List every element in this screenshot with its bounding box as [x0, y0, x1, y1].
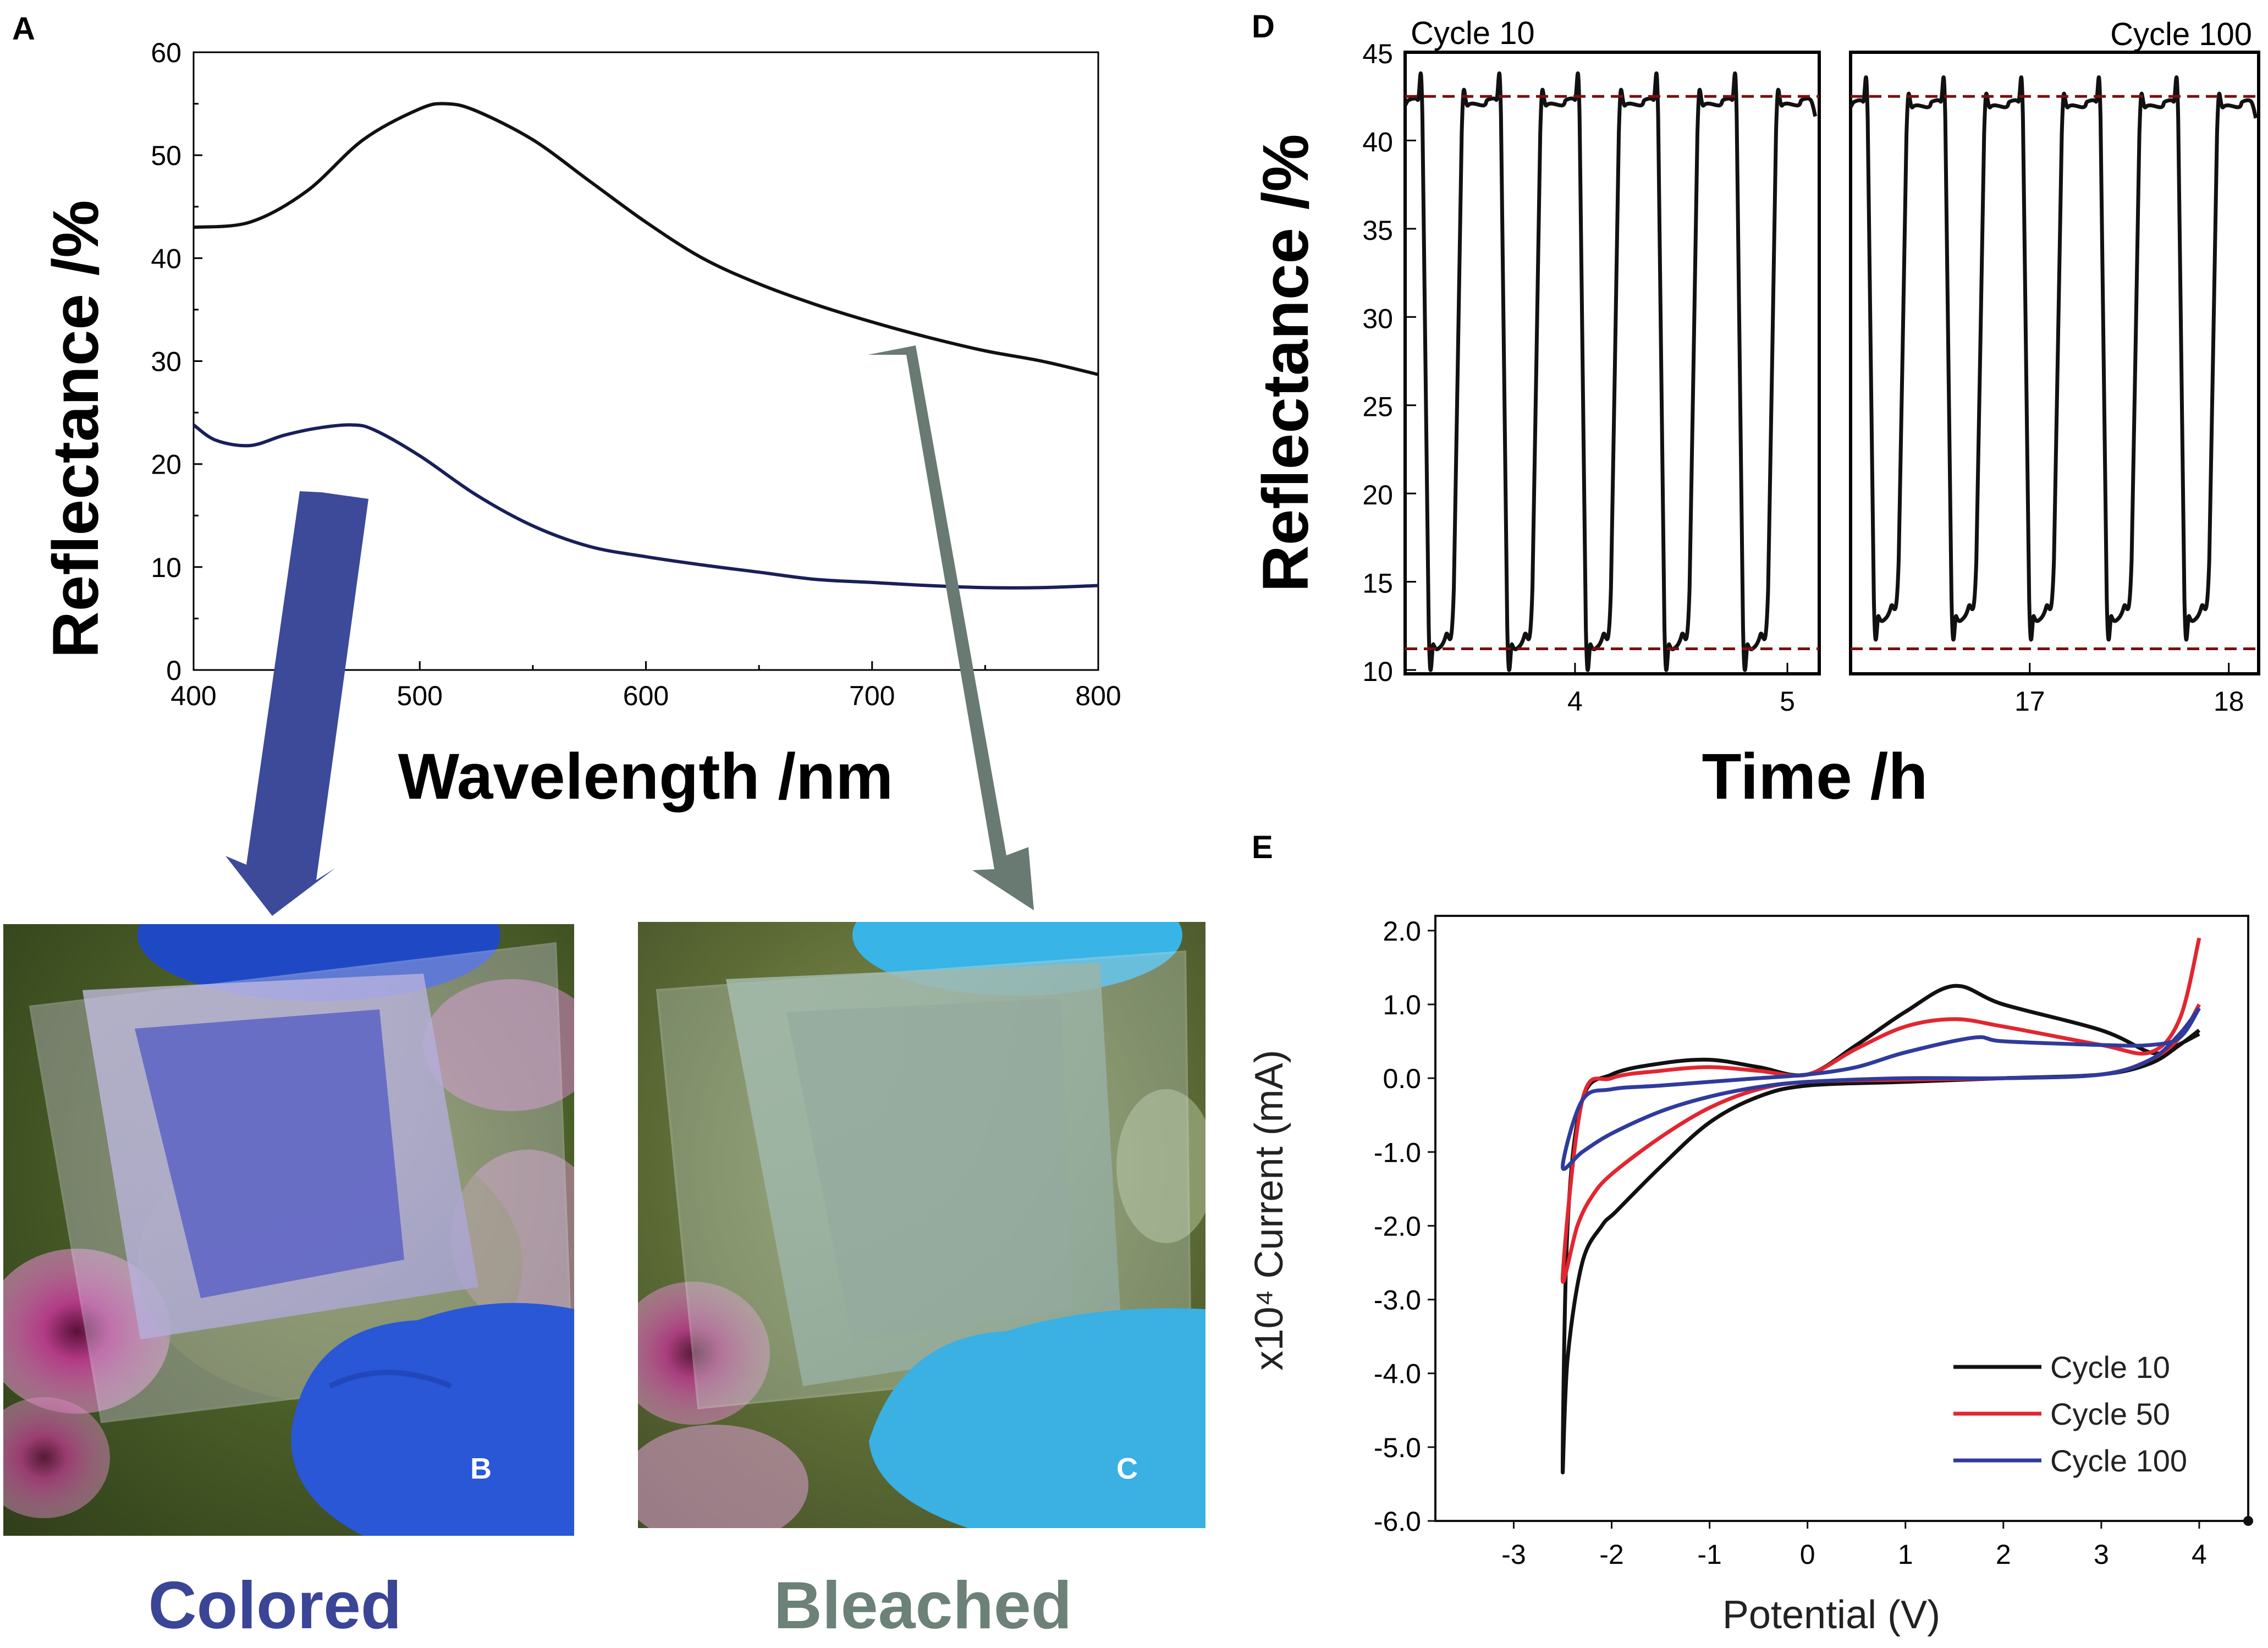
x-tick-label: 17: [2014, 686, 2045, 717]
series-bleached-line: [194, 102, 1098, 376]
y-axis-label: x10⁴ Current (mA): [1247, 1050, 1291, 1370]
y-tick-label: 0.0: [1383, 1063, 1421, 1094]
series-cycle-100-loop: [1560, 1007, 2201, 1171]
x-tick-label: 2: [1996, 1539, 2011, 1570]
series-colored-line: [194, 423, 1098, 590]
glove-bottom: [291, 1303, 574, 1536]
x-tick-label: 0: [1800, 1539, 1815, 1570]
colored-arrow: [225, 491, 368, 916]
photo-bleached-sample: C: [638, 922, 1205, 1528]
x-tick-label: 4: [1567, 686, 1583, 717]
y-tick-label: -5.0: [1374, 1432, 1421, 1463]
subplot-frame-cycle-100: [1849, 51, 2260, 675]
x-tick-label: 800: [1075, 680, 1121, 711]
reference-lines: [1405, 95, 2259, 650]
x-axis-label: Potential (V): [1722, 1593, 1940, 1637]
series-cycle-10-trace: [1403, 71, 1818, 672]
panel-label-a: A: [12, 11, 35, 47]
y-tick-label: 35: [1362, 215, 1393, 246]
y-tick-label: 25: [1362, 392, 1393, 422]
y-tick-label: -4.0: [1374, 1359, 1421, 1389]
x-tick-label: 600: [623, 680, 669, 711]
x-tick-label: 700: [849, 680, 895, 711]
y-tick-label: 2.0: [1383, 916, 1421, 947]
subplot-frame-cycle-10: [1403, 51, 1821, 675]
y-tick-label: 15: [1362, 568, 1393, 599]
y-tick-label: 40: [151, 243, 181, 274]
x-axis-label: Time /h: [1702, 740, 1928, 813]
x-tick-label: 18: [2214, 686, 2244, 717]
axis-ticks: 400 500 600 700 800 0 10 20 30 40 50 60: [151, 37, 1121, 711]
x-tick-label: 500: [397, 680, 443, 711]
caption-colored: Colored: [148, 1568, 402, 1642]
y-tick-label: 10: [1362, 656, 1393, 687]
legend: Cycle 10 Cycle 50 Cycle 100: [1953, 1350, 2187, 1478]
y-tick-label: -6.0: [1374, 1506, 1421, 1537]
legend-label-cycle-50: Cycle 50: [2050, 1397, 2170, 1431]
axis-corner-dot: [2243, 1516, 2253, 1526]
x-axis-label: Wavelength /nm: [398, 740, 893, 813]
bleached-arrow: [868, 345, 1034, 910]
x-tick-label: 400: [170, 680, 216, 711]
x-tick-label: 1: [1898, 1539, 1913, 1570]
y-tick-label: -2.0: [1374, 1211, 1421, 1242]
caption-bleached: Bleached: [774, 1568, 1072, 1642]
cyclic-voltammetry-chart: E -3 -2 -1 0 1 2 3 4 -6.0 -5.0 -4.0 -3.0 -2.0 -1.0 0.0…: [1247, 830, 2253, 1637]
x-tick-label: 3: [2094, 1539, 2109, 1570]
y-tick-label: 30: [1362, 303, 1393, 334]
axis-ticks: -3 -2 -1 0 1 2 3 4 -6.0 -5.0 -4.0 -3.0 -2.0 -1.0 0.0 1.…: [1374, 916, 2207, 1570]
glove-bottom: [869, 1308, 1205, 1528]
y-tick-label: -3.0: [1374, 1285, 1421, 1316]
panel-label-d: D: [1252, 9, 1275, 45]
y-axis-label: Reflectance /%: [40, 200, 112, 658]
y-tick-label: 45: [1362, 39, 1393, 69]
series-cycle-50-loop: [1560, 937, 2201, 1284]
legend-label-cycle-100: Cycle 100: [2050, 1443, 2187, 1478]
legend-label-cycle-10: Cycle 10: [2050, 1350, 2170, 1385]
y-axis-label: Reflectance /%: [1249, 134, 1322, 592]
reflectance-spectrum-chart: A 400 500 600 700 800 0 10 20 30 40 50 60 Wavelengt…: [12, 11, 1121, 813]
y-tick-label: 20: [151, 449, 181, 480]
y-tick-label: 50: [151, 140, 181, 171]
photo-colored-sample: B: [3, 924, 574, 1536]
y-tick-label: 40: [1362, 127, 1393, 157]
photo-label-c: C: [1116, 1452, 1138, 1485]
y-tick-label: 0: [166, 655, 181, 686]
subplot-label-cycle-10: Cycle 10: [1411, 15, 1535, 51]
y-tick-label: 20: [1362, 480, 1393, 510]
plot-frame: [1434, 915, 2249, 1522]
series-cycle-10-loop: [1560, 984, 2201, 1475]
y-tick-label: -1.0: [1374, 1137, 1421, 1168]
x-tick-label: -2: [1599, 1539, 1623, 1570]
panel-label-e: E: [1252, 830, 1273, 865]
y-tick-label: 30: [151, 347, 181, 377]
x-tick-label: -1: [1697, 1539, 1721, 1570]
photo-label-b: B: [470, 1452, 492, 1485]
series-cycle-100-trace: [1849, 75, 2258, 642]
subplot-label-cycle-100: Cycle 100: [2110, 17, 2252, 52]
x-tick-label: 5: [1780, 686, 1795, 717]
y-tick-label: 60: [151, 37, 181, 68]
y-tick-label: 1.0: [1383, 990, 1421, 1020]
x-tick-label: 4: [2192, 1539, 2207, 1570]
y-tick-label: 10: [151, 552, 181, 583]
x-tick-label: -3: [1501, 1539, 1526, 1570]
